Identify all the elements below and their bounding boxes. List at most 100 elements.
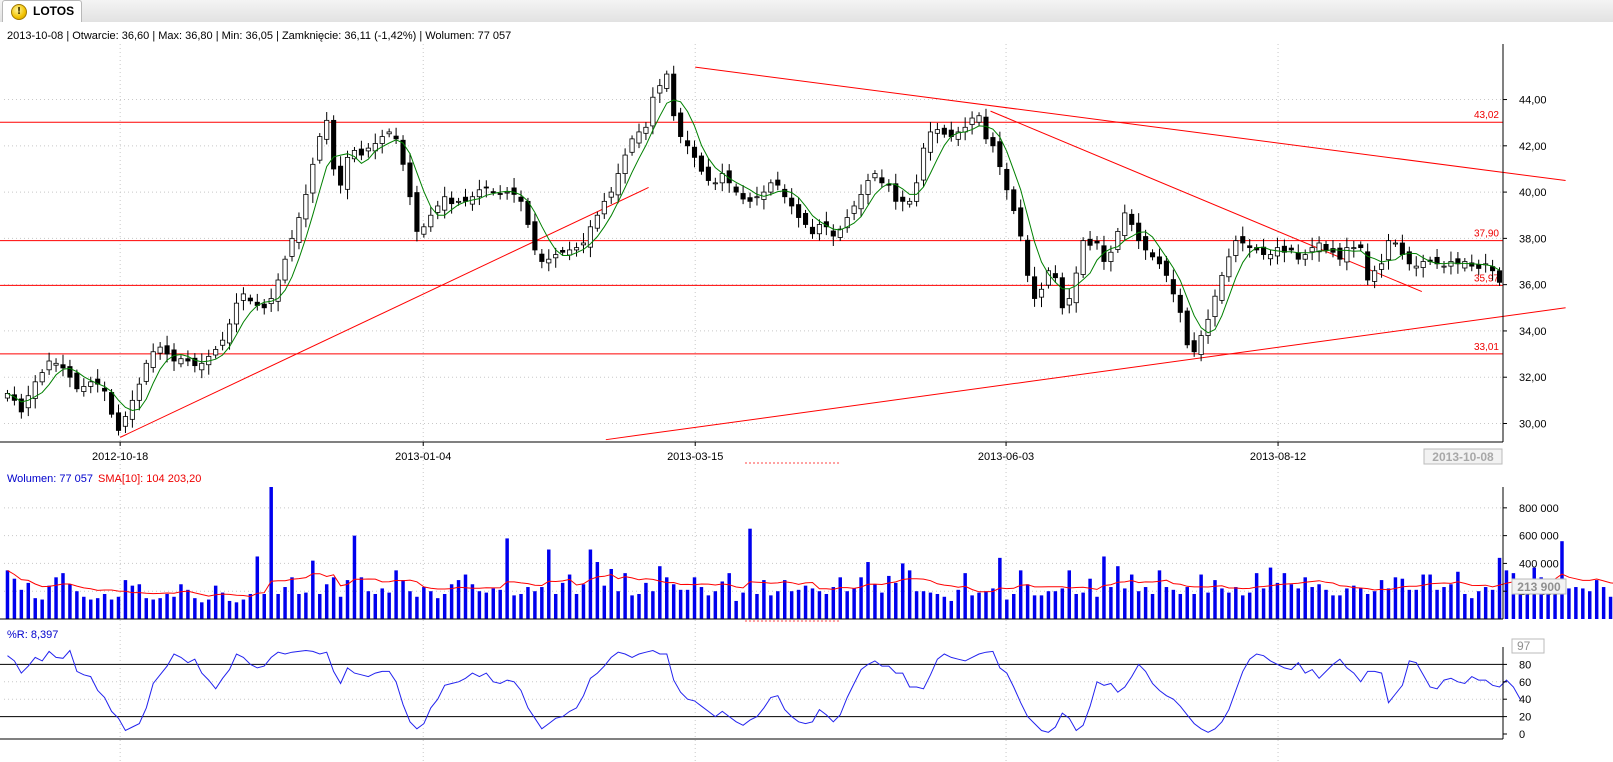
candle-body: [719, 173, 725, 184]
trendline: [695, 66, 1566, 182]
candle-body: [983, 116, 989, 140]
candle-body: [1288, 247, 1294, 251]
volume-tick-label: 600 000: [1519, 531, 1559, 543]
candle-body: [81, 386, 87, 392]
candle-body: [449, 197, 455, 205]
wr-tick-label: 0: [1519, 729, 1525, 741]
volume-bar: [741, 592, 745, 619]
volume-bar: [1303, 577, 1307, 619]
candle-body: [1420, 261, 1426, 268]
candle-body: [1240, 236, 1246, 244]
candle-body: [213, 349, 219, 356]
volume-bar: [227, 600, 232, 619]
volume-bar: [1109, 587, 1113, 619]
candle-body: [622, 154, 628, 174]
volume-bar: [963, 573, 967, 619]
volume-bar: [1456, 571, 1460, 619]
stock-chart[interactable]: 43,02 37,90 35,97 33,01 30,00 32,00 34,00 36,00…: [0, 22, 1613, 762]
date-tick-label: 2013-03-15: [667, 451, 723, 463]
candle-body: [969, 117, 975, 125]
volume-bar: [1074, 593, 1078, 619]
candle-body: [546, 258, 552, 264]
candle-body: [816, 224, 822, 235]
candle-body: [900, 196, 906, 202]
candle-body: [1496, 270, 1503, 283]
candle-body: [504, 191, 510, 194]
volume-bar: [609, 568, 613, 619]
volume-bar: [1574, 587, 1578, 619]
candle-body: [664, 73, 670, 89]
volume-bar: [1157, 570, 1162, 619]
candle-body: [1233, 240, 1239, 256]
candle-body: [657, 85, 663, 94]
candle-body: [462, 196, 469, 202]
tab-lotos[interactable]: ! LOTOS: [2, 0, 82, 22]
candle-body: [1170, 279, 1176, 295]
volume-bar: [1005, 599, 1009, 619]
volume-bar: [172, 596, 176, 619]
candle-body: [1018, 207, 1024, 237]
volume-bar: [720, 581, 725, 619]
volume-bar: [1463, 593, 1467, 619]
volume-bar: [616, 591, 620, 619]
info-line: 2013-10-08 | Otwarcie: 36,60 | Max: 36,8…: [7, 30, 511, 42]
volume-bar: [602, 585, 607, 619]
candle-body: [1177, 294, 1183, 313]
volume-bar: [1449, 584, 1453, 619]
volume-bar: [852, 588, 856, 619]
candle-body: [698, 155, 705, 172]
volume-bar: [5, 570, 10, 619]
volume-bar: [1338, 595, 1342, 619]
volume-tick-label: 800 000: [1519, 503, 1559, 515]
volume-bar: [1241, 595, 1245, 619]
candle-body: [192, 357, 198, 367]
candle-body: [1038, 288, 1045, 298]
volume-bar: [907, 570, 912, 619]
volume-bar: [33, 598, 37, 619]
volume-bar: [401, 580, 405, 619]
candle-body: [1129, 213, 1135, 225]
candle-body: [428, 214, 434, 228]
volume-bar: [26, 582, 31, 619]
candle-body: [102, 387, 108, 392]
candle-body: [1372, 270, 1378, 282]
candle-body: [303, 194, 309, 220]
candle-body: [1302, 254, 1308, 260]
candle-body: [185, 358, 191, 362]
volume-bar: [512, 595, 516, 619]
candle-body: [11, 394, 17, 401]
candle-body: [317, 136, 323, 161]
volume-bar: [1421, 574, 1425, 619]
candle-body: [497, 193, 503, 195]
candle-body: [240, 293, 246, 301]
volume-bar: [394, 570, 398, 619]
volume-bar: [82, 596, 86, 619]
trendline: [990, 110, 1423, 293]
volume-bar: [102, 593, 107, 619]
volume-bar: [574, 593, 579, 619]
candle-body: [456, 200, 462, 203]
candle-body: [539, 253, 545, 262]
volume-bar: [1199, 574, 1203, 619]
volume-bar: [1504, 570, 1509, 619]
candle-body: [365, 147, 371, 152]
volume-bar: [540, 587, 544, 619]
volume-bar: [1400, 578, 1405, 619]
level-label: 43,02: [1474, 110, 1499, 121]
volume-bar: [491, 588, 495, 619]
candle-body: [615, 173, 621, 196]
candle-body: [393, 135, 399, 140]
candle-body: [247, 297, 253, 302]
candle-body: [1337, 247, 1343, 260]
volume-bar: [1234, 587, 1238, 619]
candle-body: [53, 362, 59, 366]
candle-body: [1413, 265, 1419, 269]
candle-body: [289, 237, 295, 257]
volume-bar: [1324, 589, 1328, 619]
candle-body: [1198, 335, 1204, 355]
candle-body: [1066, 298, 1072, 306]
volume-bar: [1372, 591, 1377, 619]
volume-bar: [789, 591, 794, 619]
candle-body: [712, 182, 718, 185]
volume-bar: [1525, 593, 1530, 619]
